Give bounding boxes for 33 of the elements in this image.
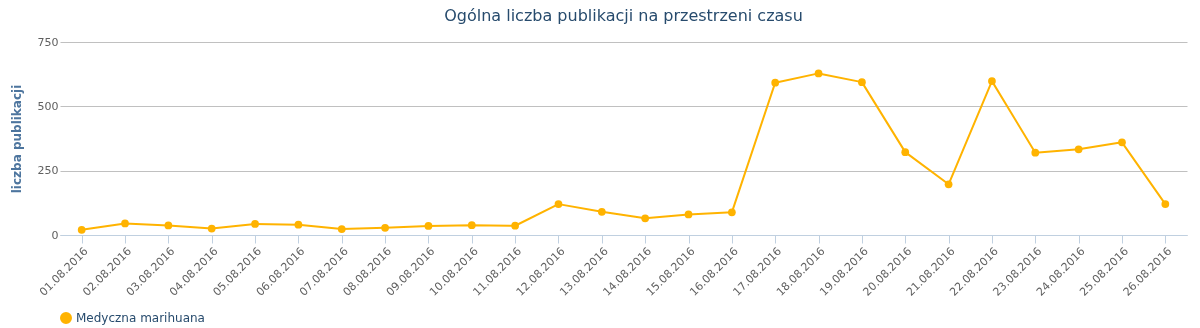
point <box>424 222 433 230</box>
point <box>901 148 910 156</box>
point <box>727 208 736 217</box>
point <box>77 225 86 234</box>
point <box>1161 200 1170 208</box>
y-tick-label: 750 <box>37 35 59 49</box>
point <box>641 214 650 223</box>
point <box>988 77 996 85</box>
point <box>814 69 823 78</box>
point <box>554 200 563 208</box>
point <box>294 220 303 229</box>
point <box>1031 148 1040 157</box>
point <box>337 225 346 233</box>
point <box>164 221 173 230</box>
legend-label: Medyczna marihuana <box>76 311 205 325</box>
point <box>511 221 520 230</box>
point <box>251 220 259 228</box>
y-tick-label: 250 <box>37 164 59 178</box>
point <box>684 210 693 219</box>
point <box>121 219 129 228</box>
point <box>1074 145 1083 154</box>
point <box>1118 138 1126 147</box>
y-axis-title: liczba publikacji <box>9 84 24 194</box>
chart-title: Ogólna liczba publikacji na przestrzeni czasu <box>444 6 803 25</box>
y-tick-label: 500 <box>37 99 59 113</box>
point <box>467 221 476 230</box>
point <box>771 78 780 87</box>
point <box>858 78 866 87</box>
y-tick-label: 0 <box>51 228 59 242</box>
point <box>944 180 953 189</box>
point <box>207 224 216 233</box>
point <box>597 207 606 216</box>
point <box>381 223 389 232</box>
